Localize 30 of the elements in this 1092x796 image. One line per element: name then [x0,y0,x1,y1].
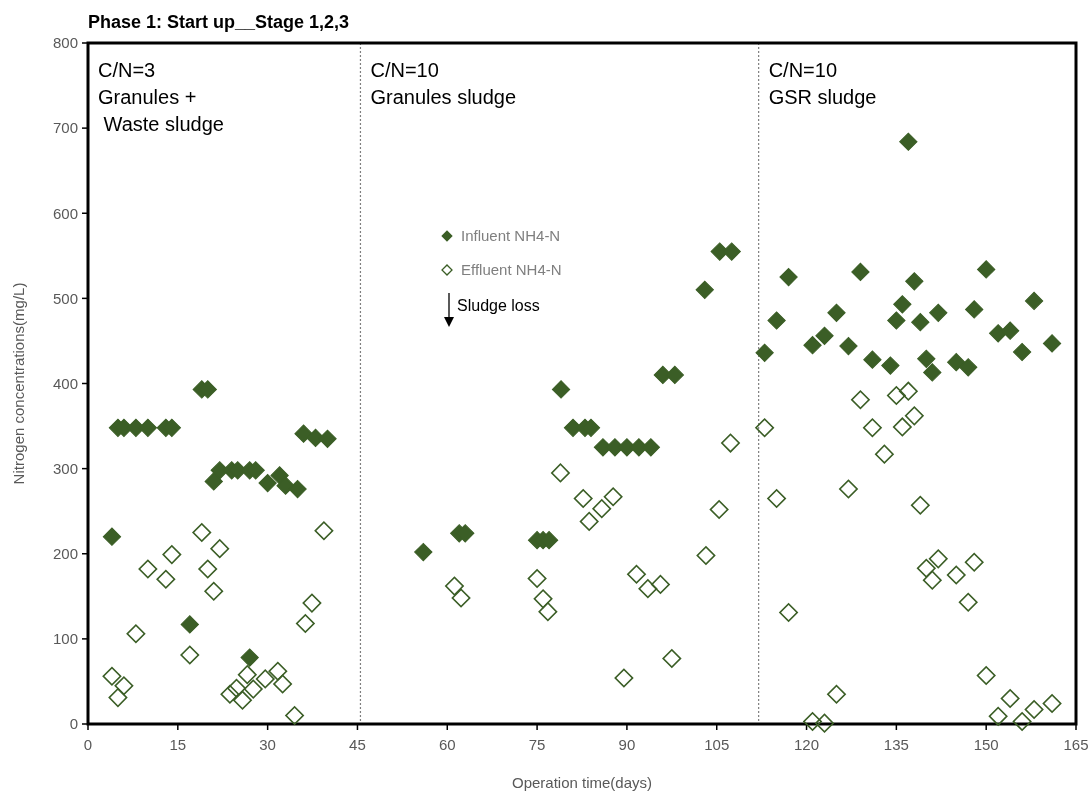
x-tick-label: 90 [618,736,636,753]
y-tick-label: 700 [52,119,78,137]
y-tick-label: 100 [52,630,78,648]
x-tick-label: 15 [169,736,187,753]
x-tick-label: 75 [528,736,546,753]
y-tick-label: 600 [52,204,78,222]
annotation: C/N=10 Granules sludge [370,59,517,108]
y-tick-label: 500 [52,289,78,307]
x-tick-label: 60 [438,736,456,753]
x-axis-title: Operation time(days) [511,774,653,791]
x-tick-label: 30 [259,736,276,753]
x-tick-label: 105 [704,736,730,753]
x-tick-label: 135 [883,736,909,753]
x-tick-label: 165 [1063,736,1089,753]
annotation: C/N=3 Granules + Waste sludge [98,59,224,135]
x-tick-label: 150 [973,736,999,753]
y-tick-label: 0 [69,715,78,733]
legend-label: Influent NH4-N [461,227,561,245]
y-tick-label: 200 [52,545,78,562]
annotation: Sludge loss [457,297,540,314]
chart-title: Phase 1: Start up__Stage 1,2,3 [88,12,350,32]
y-tick-label: 400 [52,374,78,392]
y-tick-label: 800 [52,34,78,52]
y-axis-title: Nitrogen concentrations(mg/L) [10,282,27,485]
legend-label: Effluent NH4-N [461,261,562,279]
x-tick-label: 45 [349,736,366,753]
annotation: C/N=10 GSR sludge [768,59,877,108]
y-tick-label: 300 [52,459,78,477]
x-tick-label: 0 [83,736,93,753]
x-tick-label: 120 [794,736,820,753]
